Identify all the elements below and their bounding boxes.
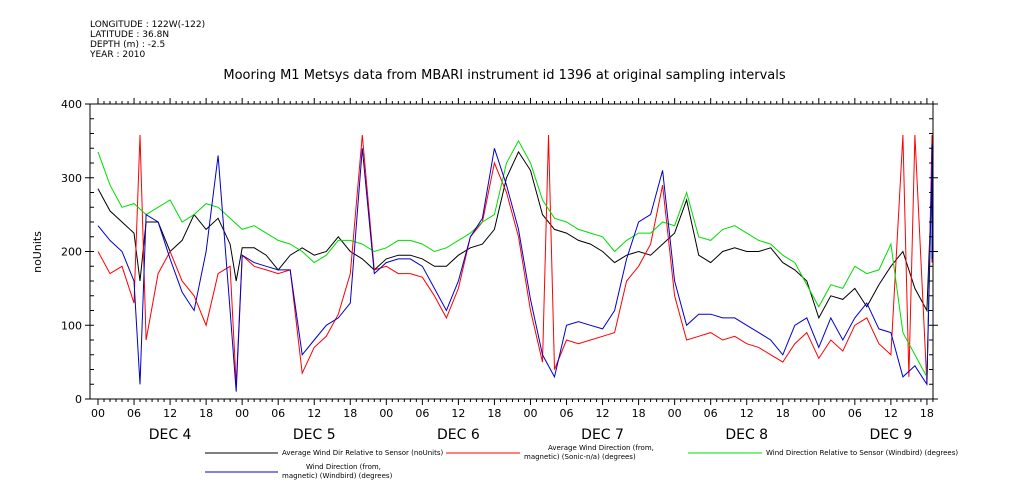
- y-tick-label: 100: [61, 319, 82, 332]
- x-tick-label: 06: [127, 407, 141, 420]
- plot-frame: [89, 103, 934, 400]
- day-label: DEC 7: [581, 427, 624, 443]
- day-label: DEC 6: [437, 427, 480, 443]
- metadata-block: LONGITUDE : 122W(-122) LATITUDE : 36.8N …: [90, 20, 205, 60]
- series-line-1: [97, 134, 933, 385]
- y-tick-label: 200: [61, 246, 82, 259]
- x-tick-label: 18: [632, 407, 646, 420]
- x-tick-label: 18: [776, 407, 790, 420]
- legend: Average Wind Dir Relative to Sensor (noU…: [205, 444, 958, 480]
- x-tick-label: 06: [415, 407, 429, 420]
- x-tick-label: 12: [307, 407, 321, 420]
- x-tick-label: 00: [668, 407, 682, 420]
- y-tick-label: 300: [61, 172, 82, 185]
- chart-title: Mooring M1 Metsys data from MBARI instru…: [223, 68, 786, 83]
- x-tick-label: 06: [848, 407, 862, 420]
- series-line-2: [97, 139, 933, 379]
- x-tick-label: 00: [235, 407, 249, 420]
- series-line-3: [97, 144, 933, 392]
- day-label: DEC 8: [725, 427, 768, 443]
- y-axis-label: noUnits: [31, 231, 44, 273]
- meta-longitude: LONGITUDE : 122W(-122): [90, 20, 206, 30]
- legend-label: Average Wind Direction (from, magnetic) (…: [524, 444, 654, 461]
- x-tick-label: 12: [596, 407, 610, 420]
- x-tick-label: 18: [343, 407, 357, 420]
- x-tick-label: 06: [560, 407, 574, 420]
- x-tick-label: 18: [199, 407, 213, 420]
- x-tick-label: 00: [379, 407, 393, 420]
- day-label: DEC 9: [869, 427, 912, 443]
- x-tick-label: 18: [920, 407, 934, 420]
- x-tick-label: 12: [740, 407, 754, 420]
- day-label: DEC 4: [149, 427, 192, 443]
- x-tick-label: 18: [487, 407, 501, 420]
- x-tick-label: 12: [451, 407, 465, 420]
- meta-latitude: LATITUDE : 36.8N: [90, 30, 170, 40]
- meta-depth: DEPTH (m) : -2.5: [90, 40, 166, 50]
- x-tick-label: 06: [271, 407, 285, 420]
- series-line-0: [97, 150, 933, 320]
- x-tick-label: 12: [884, 407, 898, 420]
- y-tick-label: 0: [75, 393, 82, 406]
- y-tick-label: 400: [61, 98, 82, 111]
- x-tick-label: 00: [523, 407, 537, 420]
- series-layer: [97, 134, 933, 392]
- x-tick-label: 06: [704, 407, 718, 420]
- legend-label: Wind Direction (from, magnetic) (Windbird…: [282, 463, 393, 480]
- axis-layer: 0 100 200 300 400 00 06 12 18 00 06 12 18 00 06 12 18 00 0…: [61, 98, 938, 443]
- x-tick-label: 00: [812, 407, 826, 420]
- meta-year: YEAR : 2010: [90, 50, 146, 60]
- legend-label: Wind Direction Relative to Sensor (Windb…: [766, 449, 958, 457]
- legend-label: Average Wind Dir Relative to Sensor (noU…: [282, 449, 443, 457]
- x-tick-label: 00: [91, 407, 105, 420]
- x-tick-label: 12: [163, 407, 177, 420]
- day-label: DEC 5: [293, 427, 336, 443]
